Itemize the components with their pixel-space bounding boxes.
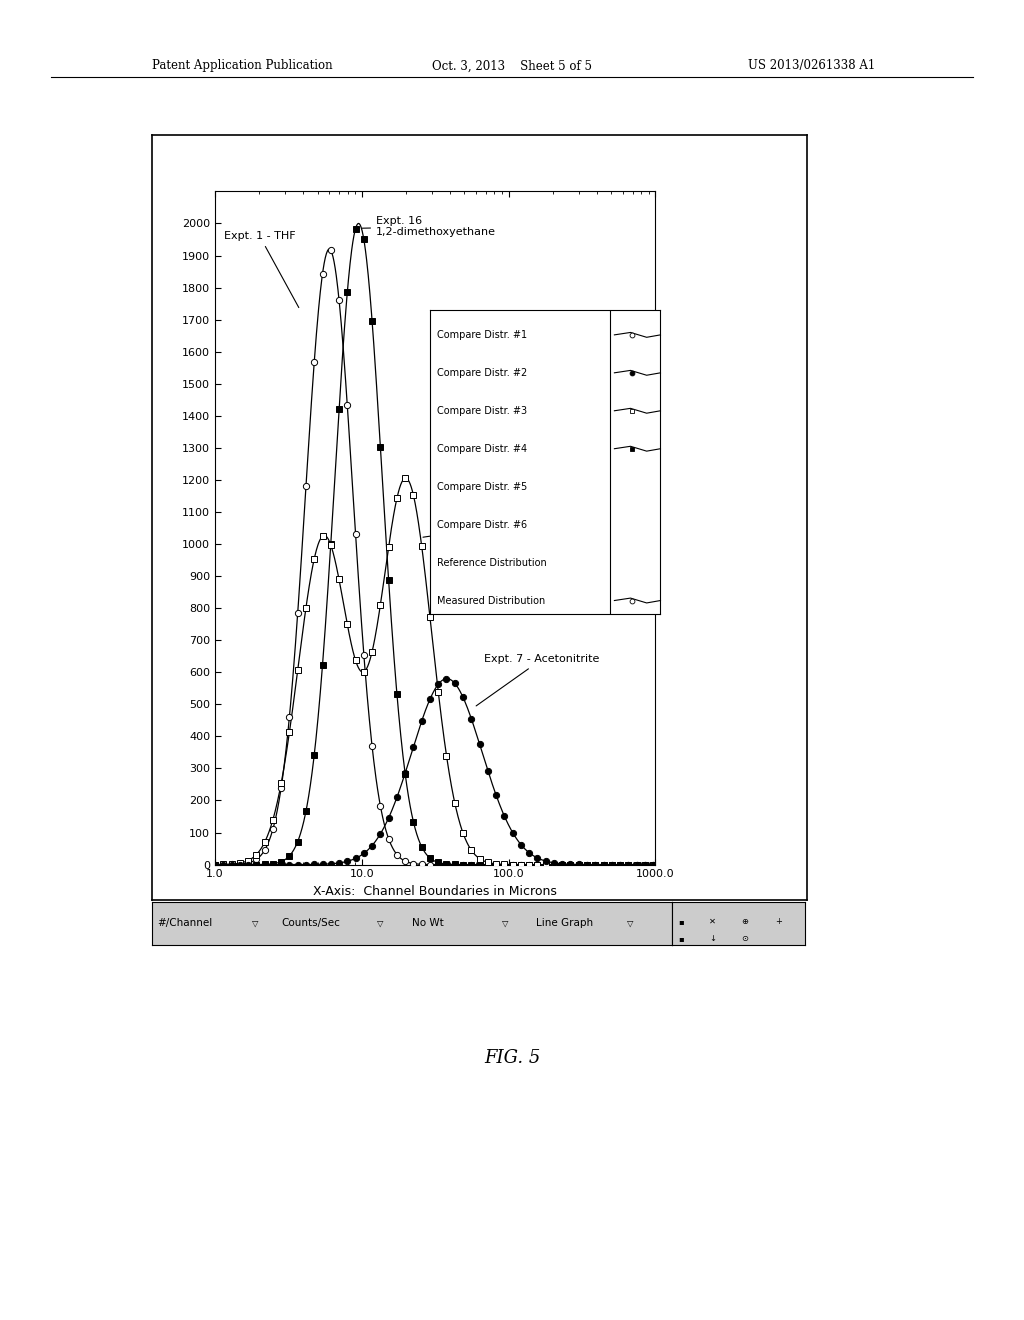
Text: Expt. 7 - Acetonitrite: Expt. 7 - Acetonitrite (476, 655, 599, 706)
Text: Oct. 3, 2013    Sheet 5 of 5: Oct. 3, 2013 Sheet 5 of 5 (432, 59, 592, 73)
Text: Compare Distr. #5: Compare Distr. #5 (437, 482, 527, 491)
Text: No Wt: No Wt (412, 919, 443, 928)
Text: ✕: ✕ (709, 916, 716, 925)
Text: Reference Distribution: Reference Distribution (437, 557, 547, 568)
Text: Compare Distr. #3: Compare Distr. #3 (437, 405, 527, 416)
Text: Expt. 16
1,2-dimethoxyethane: Expt. 16 1,2-dimethoxyethane (362, 216, 496, 238)
Text: Counts/Sec: Counts/Sec (282, 919, 340, 928)
Text: ⊙: ⊙ (741, 935, 748, 942)
Text: Compare Distr. #4: Compare Distr. #4 (437, 444, 527, 454)
Text: Compare Distr. #1: Compare Distr. #1 (437, 330, 527, 339)
Text: ▽: ▽ (377, 919, 384, 928)
Text: Expt. 1 - THF: Expt. 1 - THF (224, 231, 299, 308)
Text: ▪: ▪ (678, 916, 684, 925)
Text: FIG. 5: FIG. 5 (483, 1049, 541, 1068)
Text: +: + (775, 916, 782, 925)
Text: ▽: ▽ (252, 919, 259, 928)
Text: ▽: ▽ (627, 919, 634, 928)
Text: Patent Application Publication: Patent Application Publication (152, 59, 332, 73)
Text: #/Channel: #/Channel (157, 919, 212, 928)
Text: Measured Distribution: Measured Distribution (437, 595, 545, 606)
Text: Line Graph: Line Graph (537, 919, 594, 928)
Text: Compare Distr. #2: Compare Distr. #2 (437, 368, 527, 378)
Text: Compare Distr. #6: Compare Distr. #6 (437, 520, 527, 529)
Text: ⊕: ⊕ (741, 916, 748, 925)
Text: Expt. 13 - Ethyl acetate: Expt. 13 - Ethyl acetate (423, 520, 572, 537)
Text: ▪: ▪ (678, 935, 684, 942)
X-axis label: X-Axis:  Channel Boundaries in Microns: X-Axis: Channel Boundaries in Microns (313, 884, 557, 898)
Text: ▽: ▽ (502, 919, 509, 928)
Text: ↓: ↓ (709, 935, 716, 942)
Text: US 2013/0261338 A1: US 2013/0261338 A1 (749, 59, 876, 73)
